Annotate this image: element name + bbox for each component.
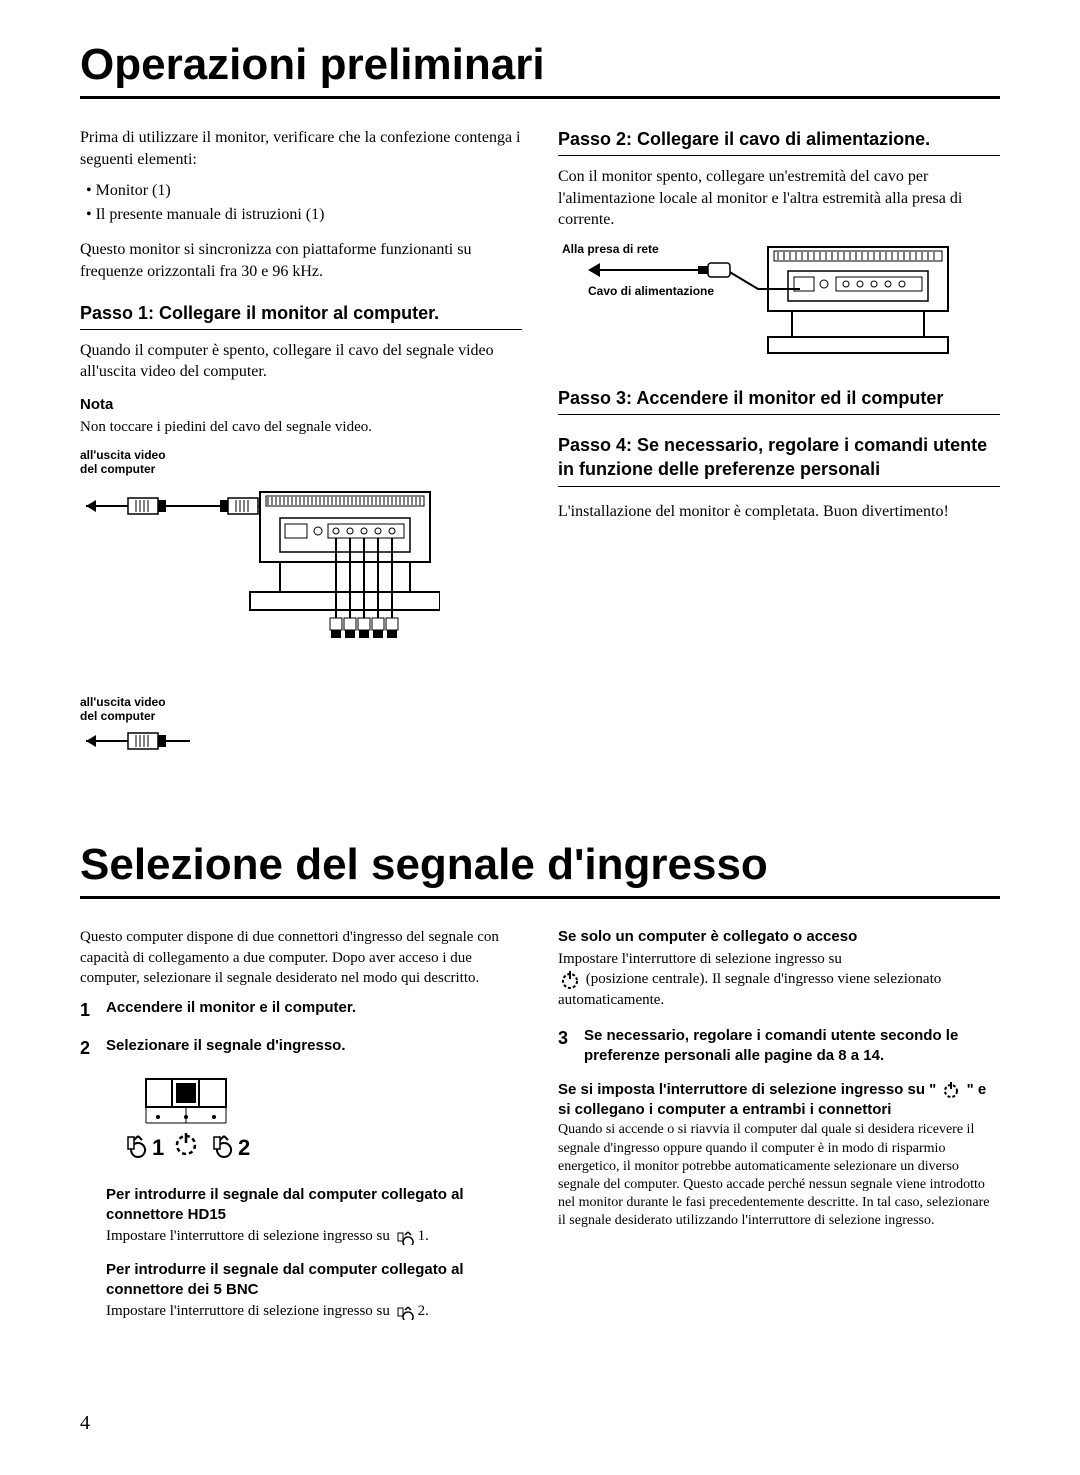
step1-heading: Passo 1: Collegare il monitor al compute… [80,301,522,330]
intro-para: Prima di utilizzare il monitor, verifica… [80,127,522,170]
hd15-text: Impostare l'interruttore di selezione in… [106,1226,522,1246]
bullet-monitor: • Monitor (1) [86,180,522,202]
section2-intro: Questo computer dispone di due connettor… [80,927,522,988]
step2-diagram: Alla presa di rete Cavo di alimentazione [558,241,1000,368]
step2-label: Selezionare il segnale d'ingresso. [106,1036,522,1056]
nota-label: Nota [80,395,522,415]
numbered-step-2: 2 Selezionare il segnale d'ingresso. [80,1036,522,1060]
step-number-2: 2 [80,1036,94,1060]
step1-diag-label-bottom: all'uscita videodel computer [80,695,522,724]
diag2-label1: Alla presa di rete [562,241,659,257]
svg-text:2: 2 [238,1135,250,1160]
step1-label: Accendere il monitor e il computer. [106,998,522,1018]
nota-text: Non toccare i piedini del cavo del segna… [80,417,522,437]
input-icon [396,1229,416,1245]
warn-text: Quando si accende o si riavvia il comput… [558,1121,1000,1230]
step1-para: Quando il computer è spento, collegare i… [80,340,522,383]
svg-text:1: 1 [152,1135,164,1160]
auto-icon [942,1081,960,1099]
step2-heading: Passo 2: Collegare il cavo di alimentazi… [558,127,1000,156]
auto-icon [560,970,580,990]
power-diagram [558,241,958,361]
step3-heading: Passo 3: Accendere il monitor ed il comp… [558,386,1000,415]
numbered-step-3: 3 Se necessario, regolare i comandi uten… [558,1026,1000,1067]
section2-left-col: Questo computer dispone di due connettor… [80,927,522,1331]
input-switch-diagram: 1 2 [106,1075,522,1172]
step1-diag-label-top: all'uscita videodel computer [80,448,522,477]
step-number-3: 3 [558,1026,572,1050]
sync-para: Questo monitor si sincronizza con piatta… [80,239,522,282]
hd15-bold: Per introdurre il segnale dal computer c… [106,1185,522,1224]
single-bold: Se solo un computer è collegato o acceso [558,927,1000,947]
section2-title: Selezione del segnale d'ingresso [80,840,1000,899]
diag2-label2: Cavo di alimentazione [588,283,714,299]
input-icon [396,1304,416,1320]
page-number: 4 [80,1412,1000,1435]
step2-para: Con il monitor spento, collegare un'estr… [558,166,1000,231]
section1-title: Operazioni preliminari [80,40,1000,99]
section1-right-col: Passo 2: Collegare il cavo di alimentazi… [558,127,1000,780]
step3-label: Se necessario, regolare i comandi utente… [584,1026,1000,1067]
step4-heading: Passo 4: Se necessario, regolare i coman… [558,433,1000,487]
step1-diagram: all'uscita videodel computer [80,448,522,763]
warn-bold: Se si imposta l'interruttore di selezion… [558,1080,1000,1119]
step-number-1: 1 [80,998,94,1022]
bnc-text: Impostare l'interruttore di selezione in… [106,1301,522,1321]
section1-left-col: Prima di utilizzare il monitor, verifica… [80,127,522,780]
numbered-step-1: 1 Accendere il monitor e il computer. [80,998,522,1022]
section2-columns: Questo computer dispone di due connettor… [80,927,1000,1331]
section1-columns: Prima di utilizzare il monitor, verifica… [80,127,1000,780]
monitor-connector-diagram [80,478,440,688]
section2-right-col: Se solo un computer è collegato o acceso… [558,927,1000,1331]
bnc-bold: Per introdurre il segnale dal computer c… [106,1260,522,1299]
single-text: Impostare l'interruttore di selezione in… [558,949,1000,1010]
bullet-manual: • Il presente manuale di istruzioni (1) [86,204,522,226]
step4-para: L'installazione del monitor è completata… [558,501,1000,523]
bnc-cable-icon [80,726,200,756]
contents-list: • Monitor (1) • Il presente manuale di i… [86,180,522,225]
